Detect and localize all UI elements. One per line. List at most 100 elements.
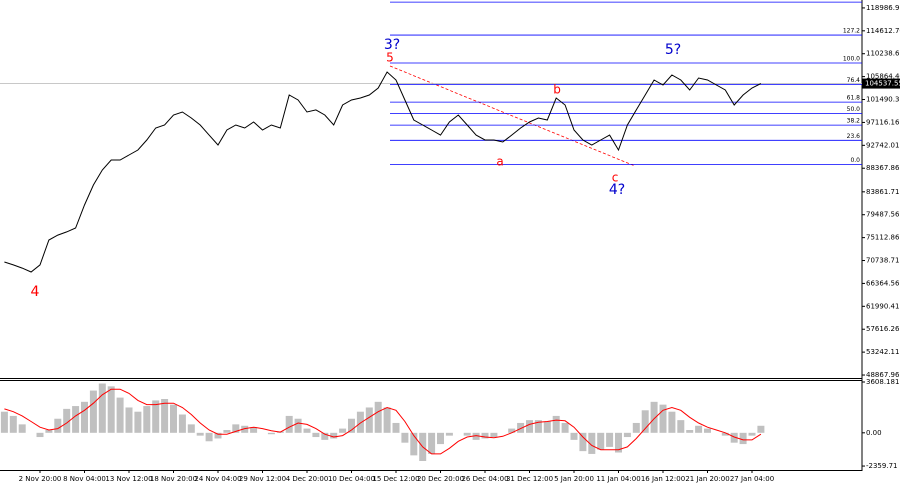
macd-bar xyxy=(45,430,53,433)
macd-bar xyxy=(437,432,444,445)
macd-bar xyxy=(641,410,649,433)
y-tick-label: 53242.11 xyxy=(866,348,899,356)
macd-bar xyxy=(250,427,258,433)
macd-bar xyxy=(9,415,17,433)
macd-bar xyxy=(401,432,409,443)
macd-bar xyxy=(18,424,26,433)
macd-bar xyxy=(392,422,400,433)
macd-bar xyxy=(383,407,391,433)
x-tick-label: 10 Dec 04:00 xyxy=(328,475,375,483)
macd-bar xyxy=(472,432,480,440)
y-tick-label: 97116.16 xyxy=(866,118,900,126)
macd-bar xyxy=(570,432,578,440)
macd-bar xyxy=(339,428,347,433)
macd-bar xyxy=(606,432,614,447)
last-price-label: 104537.55 xyxy=(865,80,900,88)
macd-bar xyxy=(348,418,355,433)
fib-label: 50.0 xyxy=(847,106,861,113)
macd-bar xyxy=(445,432,453,436)
macd-bar xyxy=(36,432,44,438)
macd-bar xyxy=(517,422,525,433)
fib-label: 127.2 xyxy=(843,28,860,35)
macd-bar xyxy=(410,432,418,456)
x-tick-label: 31 Dec 12:00 xyxy=(506,475,553,483)
macd-bar xyxy=(463,432,471,436)
macd-bar xyxy=(63,408,71,433)
macd-bar xyxy=(72,406,80,433)
macd-bar xyxy=(54,418,62,433)
macd-bar xyxy=(615,432,622,453)
trend-line xyxy=(389,65,636,167)
macd-bar xyxy=(107,386,115,433)
macd-bar xyxy=(588,432,596,454)
macd-bar xyxy=(365,407,373,433)
macd-bar xyxy=(223,430,231,433)
y-tick-label: 92742.01 xyxy=(866,141,899,149)
x-tick-label: 5 Jan 20:00 xyxy=(554,475,594,483)
macd-bar xyxy=(428,432,436,454)
x-tick-label: 13 Nov 12:00 xyxy=(105,475,152,483)
wave-label: 5 xyxy=(386,51,394,65)
y-tick-label: 105864.46 xyxy=(866,73,900,81)
macd-bar xyxy=(721,432,729,436)
macd-bar xyxy=(650,401,658,433)
macd-bar xyxy=(659,404,667,433)
y-tick-label: 110238.61 xyxy=(866,50,900,58)
fib-label: 38.2 xyxy=(847,118,861,125)
macd-bar xyxy=(632,422,640,433)
wave-label: a xyxy=(496,155,503,169)
y-tick-label: 101490.31 xyxy=(866,96,900,104)
macd-bar xyxy=(196,432,204,436)
wave-label: 5? xyxy=(665,42,681,58)
y-tick-label: 114612.76 xyxy=(866,27,900,35)
macd-bar xyxy=(739,432,747,445)
y-tick-label: 0.00 xyxy=(866,429,882,437)
macd-bar xyxy=(303,428,311,433)
price-line xyxy=(4,71,762,273)
macd-bar xyxy=(730,432,738,443)
macd-bar xyxy=(312,432,320,438)
y-tick-label: 75112.86 xyxy=(866,234,900,242)
macd-bar xyxy=(508,428,516,433)
fib-label: 61.8 xyxy=(847,95,861,102)
x-tick-label: 26 Dec 04:00 xyxy=(461,475,508,483)
macd-bar xyxy=(187,424,195,433)
macd-bar xyxy=(748,432,756,436)
fib-label: 23.6 xyxy=(847,133,861,140)
macd-bar xyxy=(143,406,151,433)
macd-bar xyxy=(330,432,338,439)
macd-bar xyxy=(579,432,587,452)
macd-bar xyxy=(704,428,711,433)
macd-bar xyxy=(232,424,240,433)
x-tick-label: 29 Nov 12:00 xyxy=(239,475,286,483)
macd-bar xyxy=(321,432,329,440)
macd-bar xyxy=(757,425,765,433)
y-tick-label: -2359.71 xyxy=(866,462,897,470)
macd-bar xyxy=(534,420,542,433)
macd-bar xyxy=(125,407,133,433)
macd-bar xyxy=(686,430,694,433)
macd-bar xyxy=(356,411,364,433)
signal-line xyxy=(4,388,762,455)
macd-bar xyxy=(81,401,88,433)
macd-bar xyxy=(623,432,631,438)
macd-bar xyxy=(214,432,222,439)
y-tick-label: 83861.71 xyxy=(866,188,899,196)
macd-bar xyxy=(267,432,275,435)
x-tick-label: 4 Dec 20:00 xyxy=(286,475,329,483)
x-tick-label: 21 Jan 20:00 xyxy=(685,475,729,483)
y-tick-label: 70738.71 xyxy=(866,257,899,265)
x-tick-label: 11 Jan 04:00 xyxy=(596,475,640,483)
macd-bar xyxy=(241,425,249,433)
macd-bar xyxy=(89,390,97,433)
macd-bar xyxy=(152,400,160,433)
macd-bar xyxy=(668,411,676,433)
wave-label: 3? xyxy=(384,37,400,53)
macd-bar xyxy=(490,432,498,438)
last-price-box xyxy=(862,78,900,89)
macd-bar xyxy=(481,432,489,439)
macd-bar xyxy=(526,420,533,433)
x-tick-label: 27 Jan 04:00 xyxy=(730,475,774,483)
macd-bar xyxy=(170,404,177,433)
